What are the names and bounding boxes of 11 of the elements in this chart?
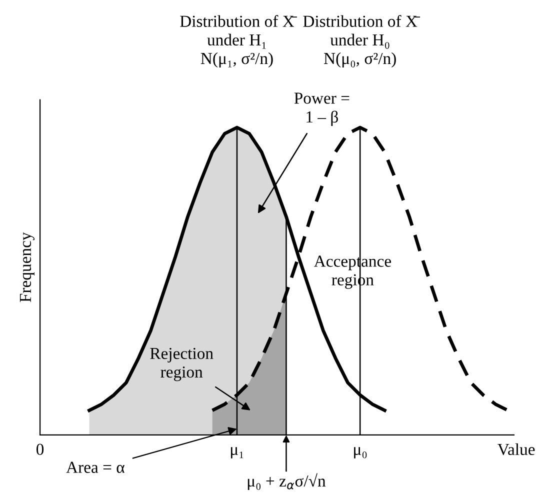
x-tick-label: μ₀ [354,447,367,458]
x-tick-label: μ₀ + z$_{α}$σ/√n [248,473,326,490]
annotation: Rejection region [150,348,214,382]
text: Power = 1 – β [294,92,350,126]
x-tick-label: μ₁ [230,447,244,458]
x-tick-label: 0 [36,444,44,456]
text: Distribution of X̄ under H₁ N(μ₁, σ²/n) [180,15,297,68]
text: Area = α [66,462,124,473]
y-axis-title: Frequency [20,232,34,302]
text: Distribution of X̄ under H₀ N(μ₀, σ²/n) [303,15,420,68]
x-axis-title: Value [498,443,535,456]
